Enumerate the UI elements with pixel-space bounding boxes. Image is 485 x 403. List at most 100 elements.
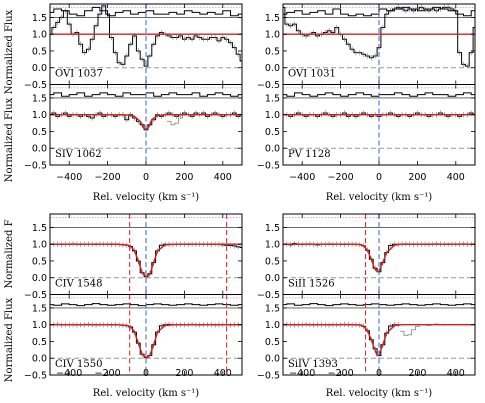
- y-tick-label: 1.5: [265, 223, 280, 234]
- x-tick-label: 200: [175, 172, 193, 183]
- y-axis-label: Normalized Flux: [4, 97, 15, 182]
- panel-ovi-1037: −0.5 0.0 0.5 1.0 1.5 OVI 1037: [24, 3, 243, 91]
- x-tick-label: −200: [95, 172, 121, 183]
- panel-civ-1550: −0.5 0.0 0.5 1.0 1.5 CIV 1550−400 −200 0 200 400 R…: [24, 294, 243, 399]
- observed-spectrum: [283, 323, 401, 356]
- panel-siii-1526: −0.5 0.0 0.5 1.0 1.5 SiII 1526: [257, 213, 476, 301]
- panel-ovi-1031: −0.5 0.0 0.5 1.0 1.5 OVI 1031: [257, 3, 476, 91]
- y-tick-label: 0.5: [32, 337, 47, 348]
- ion-label: SiIV 1393: [288, 359, 338, 370]
- x-tick-label: 0: [376, 172, 382, 183]
- x-tick-label: −400: [289, 172, 315, 183]
- x-tick-label: 0: [143, 172, 149, 183]
- y-tick-label: 0.0: [32, 273, 47, 284]
- x-tick-label: −200: [328, 172, 354, 183]
- panel-pv-1128: −0.5 0.0 0.5 1.0 1.5 PV 1128 −400 −200 0 200 400 Re…: [257, 84, 476, 203]
- y-tick-label: −0.5: [24, 161, 47, 172]
- y-tick-label: −0.5: [257, 290, 280, 301]
- y-tick-label: 1.0: [32, 30, 47, 41]
- panel-plot-area: [283, 4, 475, 85]
- y-tick-label: 1.5: [32, 303, 47, 314]
- panel-siiv-1393: −0.5 0.0 0.5 1.0 1.5 SiIV 1393−400 −200 0 200 400…: [257, 294, 476, 399]
- y-tick-label: −0.5: [24, 290, 47, 301]
- y-tick-label: 1.5: [32, 223, 47, 234]
- x-tick-label: −200: [328, 368, 354, 379]
- ion-label: PV 1128: [288, 149, 331, 160]
- y-tick-label: 1.0: [32, 320, 47, 331]
- x-tick-label: 200: [175, 368, 193, 379]
- model-profile: [283, 324, 475, 357]
- y-tick-label: 0.0: [265, 354, 280, 365]
- residual-spectrum: [283, 6, 475, 17]
- x-tick-label: 400: [447, 368, 465, 379]
- y-axis-label: Normalized F: [4, 219, 15, 288]
- y-tick-label: 1.5: [32, 93, 47, 104]
- y-tick-label: 0.5: [32, 256, 47, 267]
- y-tick-label: 1.5: [265, 93, 280, 104]
- panel-plot-area: [50, 214, 242, 295]
- ion-label: SIV 1062: [55, 149, 102, 160]
- y-tick-label: 0.5: [32, 127, 47, 138]
- x-tick-label: 400: [447, 172, 465, 183]
- y-tick-label: 0.0: [265, 144, 280, 155]
- y-tick-label: 0.5: [265, 127, 280, 138]
- x-axis-label: Rel. velocity (km s⁻¹): [93, 388, 199, 399]
- masked-spectrum: [400, 323, 475, 336]
- y-tick-label: 0.5: [265, 46, 280, 57]
- y-tick-label: 1.0: [32, 110, 47, 121]
- x-tick-label: 400: [214, 368, 232, 379]
- panel-plot-area: [50, 294, 242, 375]
- y-tick-label: 1.0: [32, 240, 47, 251]
- y-tick-label: 0.0: [265, 63, 280, 74]
- model-profile: [283, 243, 475, 273]
- model-profile: [50, 114, 242, 131]
- y-tick-label: 0.0: [265, 273, 280, 284]
- residual-spectrum: [283, 92, 475, 97]
- ion-label: SiII 1526: [288, 279, 335, 290]
- y-tick-label: 1.5: [265, 303, 280, 314]
- x-tick-label: −400: [289, 368, 315, 379]
- y-axis-label: Normalized Flux: [4, 9, 15, 94]
- ion-label: OVI 1037: [55, 69, 103, 80]
- y-tick-label: 0.0: [32, 63, 47, 74]
- x-tick-label: 200: [408, 368, 426, 379]
- y-tick-label: 1.5: [265, 13, 280, 24]
- y-tick-label: 0.5: [265, 256, 280, 267]
- y-tick-label: −0.5: [257, 161, 280, 172]
- x-tick-label: 200: [408, 172, 426, 183]
- observed-spectrum: [50, 5, 242, 67]
- ion-label: CIV 1550: [55, 359, 102, 370]
- x-tick-label: 0: [143, 368, 149, 379]
- x-tick-label: −400: [56, 172, 82, 183]
- x-tick-label: 400: [214, 172, 232, 183]
- panel-civ-1548: −0.5 0.0 0.5 1.0 1.5 CIV 1548: [24, 213, 243, 301]
- y-tick-label: −0.5: [24, 80, 47, 91]
- x-axis-label: Rel. velocity (km s⁻¹): [326, 388, 432, 399]
- y-tick-label: 1.0: [265, 320, 280, 331]
- y-tick-label: 1.0: [265, 110, 280, 121]
- y-tick-label: 1.0: [265, 30, 280, 41]
- y-tick-label: −0.5: [24, 371, 47, 382]
- x-tick-label: −200: [95, 368, 121, 379]
- panel-plot-area: [50, 84, 242, 165]
- panel-plot-area: [283, 294, 475, 375]
- ion-label: CIV 1548: [55, 279, 102, 290]
- model-profile: [50, 324, 242, 359]
- y-tick-label: −0.5: [257, 80, 280, 91]
- y-tick-label: 0.0: [32, 354, 47, 365]
- y-tick-label: 1.5: [32, 13, 47, 24]
- y-tick-label: 0.0: [32, 144, 47, 155]
- ion-label: OVI 1031: [288, 69, 336, 80]
- y-tick-label: −0.5: [257, 371, 280, 382]
- y-tick-label: 0.5: [265, 337, 280, 348]
- model-profile: [50, 243, 242, 278]
- x-axis-label: Rel. velocity (km s⁻¹): [326, 192, 432, 203]
- y-tick-label: 1.0: [265, 240, 280, 251]
- x-tick-label: −400: [56, 368, 82, 379]
- panel-plot-area: [283, 84, 475, 165]
- x-tick-label: 0: [376, 368, 382, 379]
- x-axis-label: Rel. velocity (km s⁻¹): [93, 192, 199, 203]
- y-tick-label: 0.5: [32, 46, 47, 57]
- y-axis-label: Normalized Flux: [4, 297, 15, 382]
